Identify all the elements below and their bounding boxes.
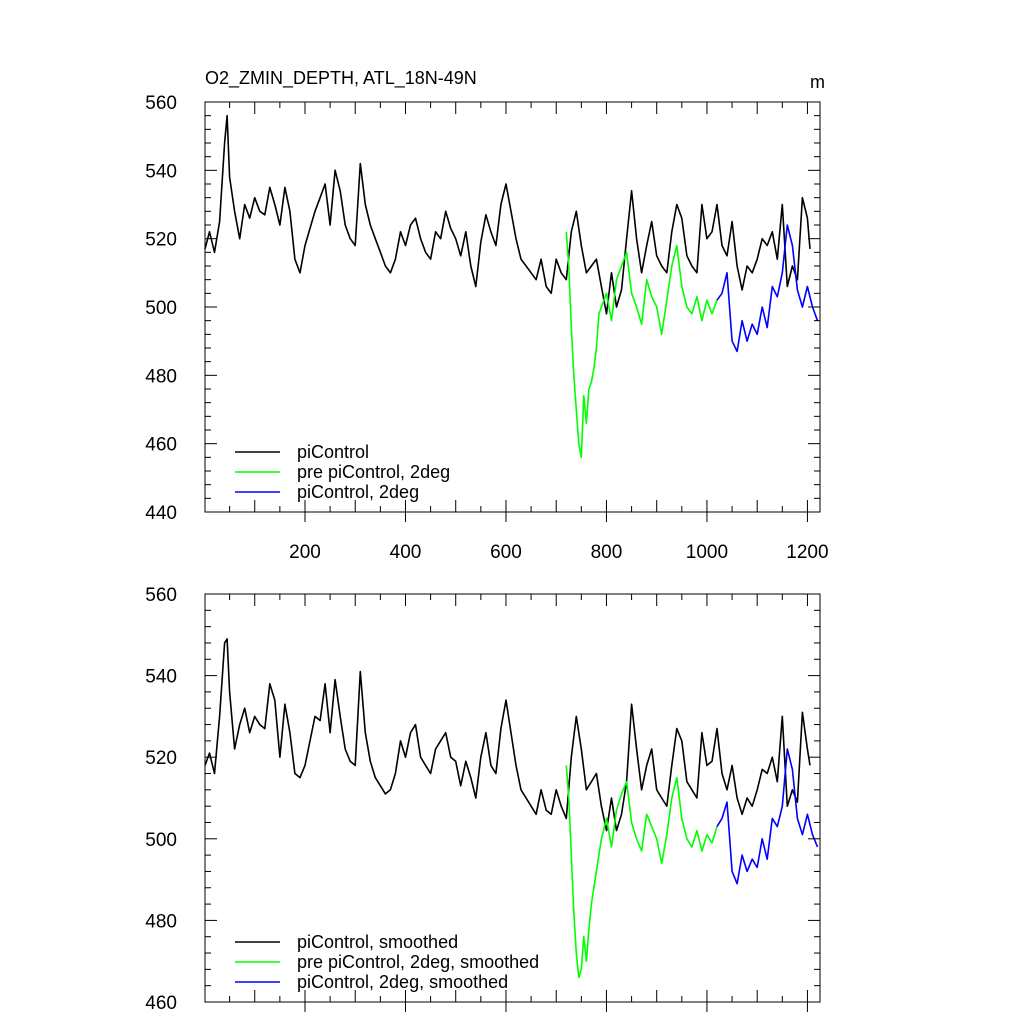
legend-label: pre piControl, 2deg, smoothed [297,952,539,972]
y-tick-label: 500 [145,830,177,851]
x-tick-label: 1000 [686,542,728,563]
y-tick-label: 560 [145,93,177,114]
top-panel: 440 460 480 500 520 540 560 200 400 600 800 1000 120… [145,68,828,563]
y-tick-label: 560 [145,585,177,606]
x-tick-label: 600 [490,542,522,563]
y-tick-label: 520 [145,748,177,769]
series-line-1-0 [204,638,811,832]
y-tick-label: 460 [145,435,177,456]
y-tick-label: 440 [145,503,177,524]
units-label: m [810,72,825,92]
legend-label: pre piControl, 2deg [297,462,450,482]
x-tick-label: 800 [591,542,623,563]
y-tick-label: 500 [145,298,177,319]
series-line-0-2 [716,224,819,353]
x-tick-label: 1200 [786,542,828,563]
legend-label: piControl, 2deg [297,482,419,502]
legend-label: piControl, smoothed [297,932,458,952]
y-tick-label: 480 [145,366,177,387]
legend-label: piControl [297,442,369,462]
y-tick-label: 520 [145,230,177,251]
y-tick-label: 540 [145,161,177,182]
y-tick-label: 540 [145,667,177,688]
y-tick-label: 480 [145,911,177,932]
chart-title: O2_ZMIN_DEPTH, ATL_18N-49N [205,68,477,89]
y-tick-label: 460 [145,993,177,1014]
series-line-0-1 [565,231,718,459]
legend-label: piControl, 2deg, smoothed [297,972,508,992]
series-line-1-1 [565,765,718,979]
bottom-panel: 460 480 500 520 540 560 piControl, smoothedpre… [145,585,821,1014]
x-tick-label: 400 [390,542,422,563]
series-line-1-2 [716,748,819,885]
plot-frame [204,593,821,1003]
series-line-0-0 [204,114,811,315]
x-tick-label: 200 [289,542,321,563]
